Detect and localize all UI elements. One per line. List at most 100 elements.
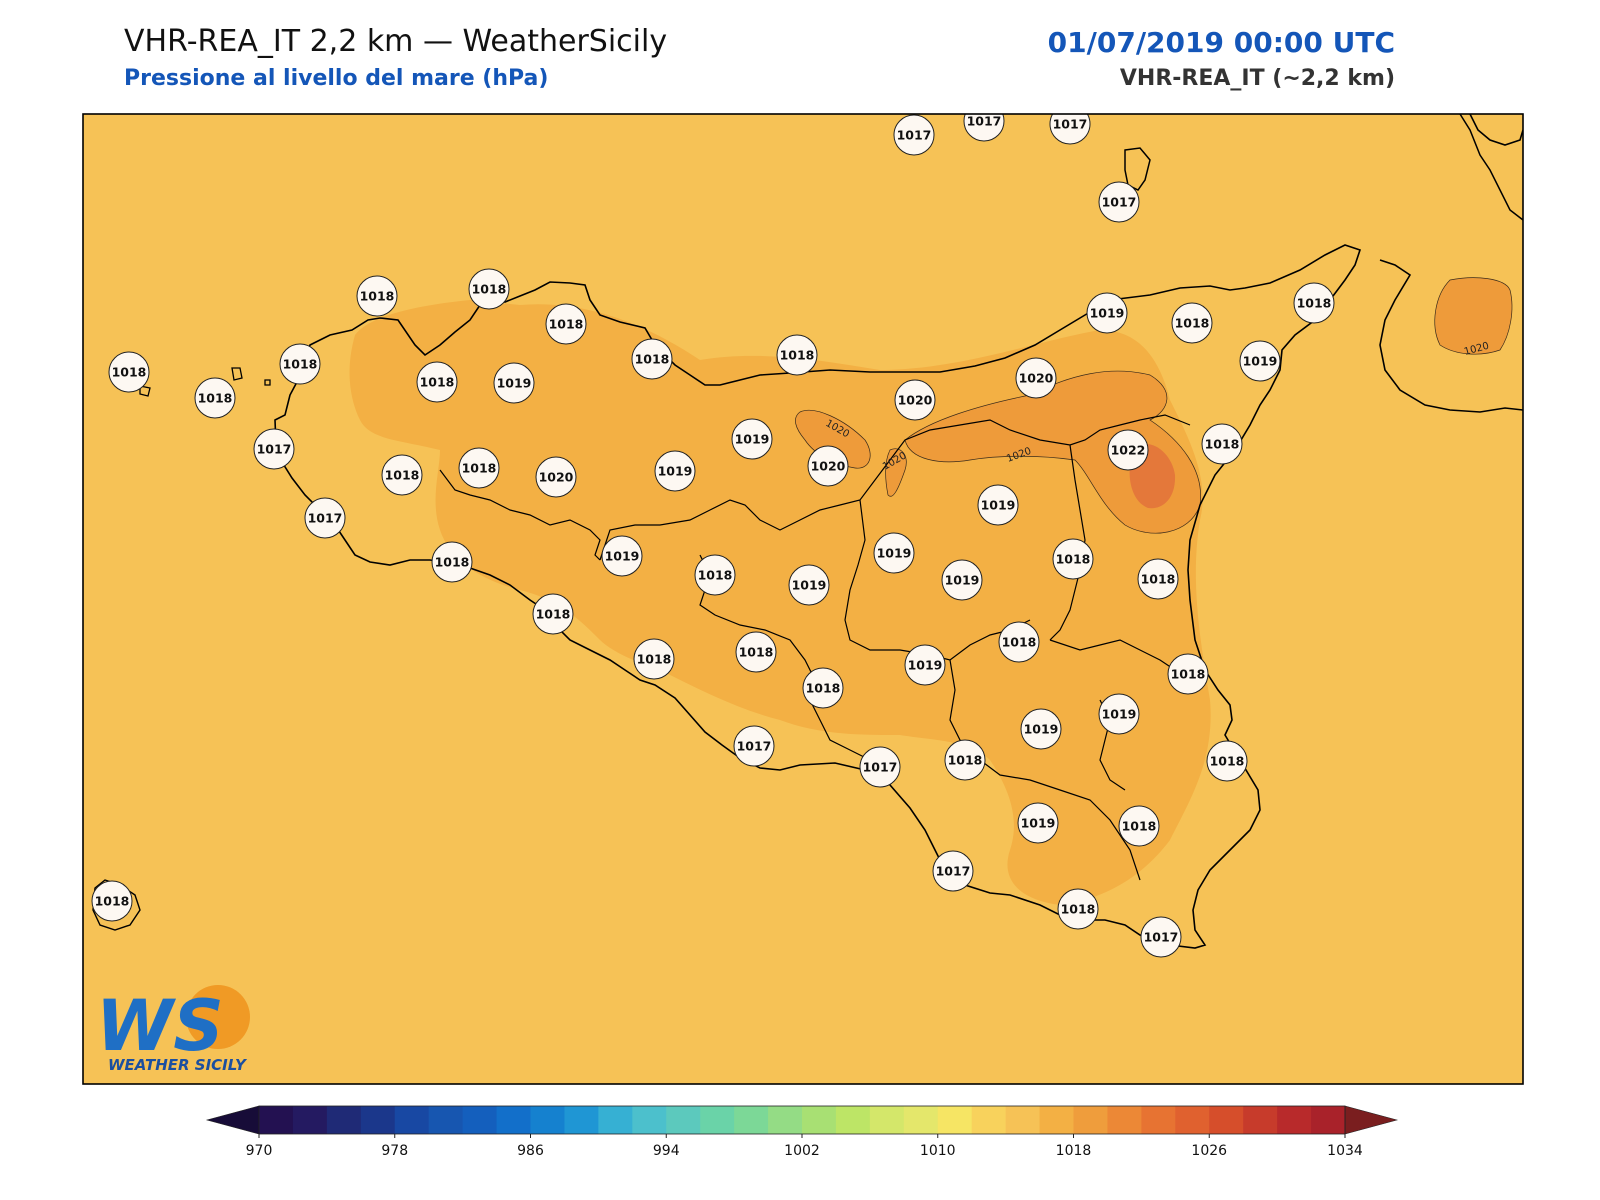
station-circle — [733, 725, 775, 767]
colorbar-swatch — [869, 1106, 905, 1134]
logo-wordmark: WS — [96, 985, 224, 1067]
colorbar-swatch — [700, 1106, 735, 1134]
station-marker: 1019 — [1017, 802, 1059, 844]
station-circle — [1201, 423, 1243, 465]
station-circle — [1049, 114, 1091, 145]
station-pressure-value: 1018 — [112, 365, 147, 380]
station-marker: 1019 — [904, 644, 946, 686]
pressure-band-1020-a — [795, 410, 871, 469]
station-circle — [932, 850, 974, 892]
station-circle — [1171, 302, 1213, 344]
station-pressure-value: 1018 — [1056, 552, 1091, 567]
station-pressure-value: 1019 — [877, 546, 912, 561]
station-pressure-value: 1018 — [1210, 754, 1245, 769]
station-pressure-value: 1019 — [605, 549, 640, 564]
station-marker: 1019 — [1098, 693, 1140, 735]
colorbar-swatch — [802, 1106, 837, 1134]
station-circle — [108, 351, 150, 393]
station-circle — [894, 379, 936, 421]
station-pressure-value: 1018 — [1171, 667, 1206, 682]
station-circle — [431, 541, 473, 583]
station-pressure-value: 1018 — [780, 348, 815, 363]
colorbar-swatch — [326, 1106, 362, 1134]
station-circle — [304, 497, 346, 539]
station-circle — [279, 343, 321, 385]
station-circle — [802, 667, 844, 709]
station-marker: 1017 — [859, 746, 901, 788]
station-marker: 1018 — [532, 593, 574, 635]
map-subtitle: Pressione al livello del mare (hPa) — [124, 66, 549, 91]
station-circle — [253, 428, 295, 470]
station-pressure-value: 1017 — [257, 442, 292, 457]
station-pressure-value: 1018 — [462, 461, 497, 476]
station-circle — [735, 631, 777, 673]
station-marker: 1019 — [1020, 708, 1062, 750]
station-marker: 1018 — [356, 275, 398, 317]
station-marker: 1019 — [731, 418, 773, 460]
station-pressure-value: 1019 — [1090, 306, 1125, 321]
station-circle — [873, 532, 915, 574]
station-pressure-value: 1019 — [735, 432, 770, 447]
colorbar-swatch — [462, 1106, 498, 1134]
station-circle — [998, 621, 1040, 663]
station-marker: 1017 — [963, 114, 1005, 142]
station-pressure-value: 1018 — [1175, 316, 1210, 331]
station-pressure-value: 1017 — [737, 739, 772, 754]
map-title: VHR-REA_IT 2,2 km — WeatherSicily — [124, 24, 668, 59]
station-marker: 1018 — [458, 447, 500, 489]
station-marker: 1017 — [1098, 181, 1140, 223]
station-marker: 1018 — [998, 621, 1040, 663]
colorbar-tick-label: 1034 — [1327, 1143, 1363, 1159]
station-markers: 1017 1017 1017 1017 1018 1018 1018 1018 1018 1018… — [91, 114, 1335, 958]
station-circle — [788, 564, 830, 606]
station-pressure-value: 1019 — [497, 376, 532, 391]
station-pressure-value: 1020 — [539, 470, 574, 485]
station-circle — [532, 593, 574, 635]
station-circle — [1015, 357, 1057, 399]
station-pressure-value: 1018 — [948, 753, 983, 768]
station-marker: 1018 — [735, 631, 777, 673]
station-marker: 1018 — [1137, 558, 1179, 600]
station-circle — [977, 484, 1019, 526]
station-marker: 1018 — [631, 338, 673, 380]
station-pressure-value: 1019 — [945, 573, 980, 588]
station-marker: 1018 — [108, 351, 150, 393]
colorbar-swatch — [937, 1106, 973, 1134]
colorbar-swatch — [360, 1106, 396, 1134]
station-circle — [941, 559, 983, 601]
station-marker: 1018 — [279, 343, 321, 385]
station-marker: 1017 — [932, 850, 974, 892]
station-pressure-value: 1018 — [549, 317, 584, 332]
station-circle — [1017, 802, 1059, 844]
station-marker: 1018 — [1201, 423, 1243, 465]
station-marker: 1019 — [601, 535, 643, 577]
colorbar-swatch — [428, 1106, 464, 1134]
station-pressure-value: 1018 — [1141, 572, 1176, 587]
station-pressure-value: 1018 — [385, 468, 420, 483]
station-pressure-value: 1018 — [698, 568, 733, 583]
station-circle — [807, 445, 849, 487]
station-pressure-value: 1018 — [1061, 902, 1096, 917]
station-pressure-value: 1019 — [1021, 816, 1056, 831]
station-marker: 1020 — [535, 456, 577, 498]
station-marker: 1017 — [304, 497, 346, 539]
station-marker: 1018 — [1167, 653, 1209, 695]
station-marker: 1019 — [654, 450, 696, 492]
station-pressure-value: 1020 — [898, 393, 933, 408]
station-marker: 1022 — [1107, 429, 1149, 471]
colorbar-swatch — [1005, 1106, 1041, 1134]
station-marker: 1017 — [253, 428, 295, 470]
colorbar-tick-label: 994 — [653, 1143, 680, 1159]
station-circle — [468, 268, 510, 310]
station-marker: 1019 — [1239, 340, 1281, 382]
station-circle — [1118, 805, 1160, 847]
station-circle — [1107, 429, 1149, 471]
colorbar-tick-label: 970 — [246, 1143, 273, 1159]
station-circle — [963, 114, 1005, 142]
station-circle — [893, 114, 935, 156]
station-marker: 1020 — [894, 379, 936, 421]
colorbar-extend-high — [1344, 1105, 1399, 1135]
station-pressure-value: 1019 — [981, 498, 1016, 513]
station-pressure-value: 1018 — [198, 391, 233, 406]
station-circle — [381, 454, 423, 496]
